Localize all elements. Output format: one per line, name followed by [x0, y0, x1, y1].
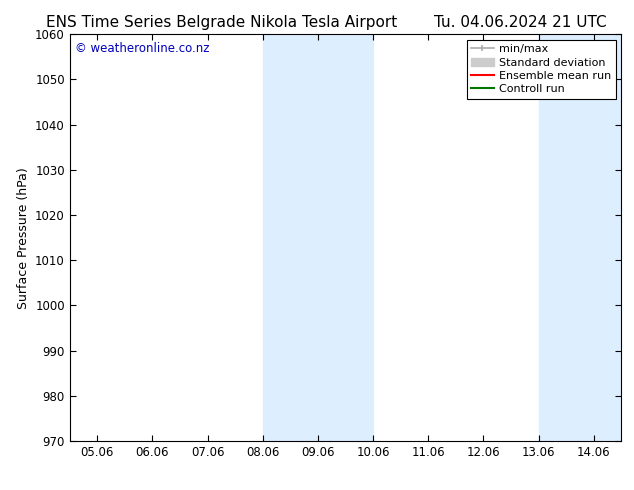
- Text: ENS Time Series Belgrade Nikola Tesla Airport: ENS Time Series Belgrade Nikola Tesla Ai…: [46, 15, 398, 30]
- Bar: [538, 34, 621, 441]
- Y-axis label: Surface Pressure (hPa): Surface Pressure (hPa): [16, 167, 30, 309]
- Text: Tu. 04.06.2024 21 UTC: Tu. 04.06.2024 21 UTC: [434, 15, 606, 30]
- Bar: [262, 34, 373, 441]
- Text: © weatheronline.co.nz: © weatheronline.co.nz: [75, 43, 210, 55]
- Legend: min/max, Standard deviation, Ensemble mean run, Controll run: min/max, Standard deviation, Ensemble me…: [467, 40, 616, 99]
